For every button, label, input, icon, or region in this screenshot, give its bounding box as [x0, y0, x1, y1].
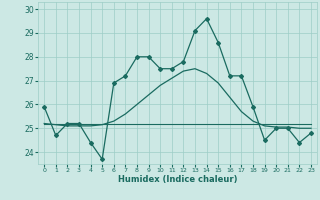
X-axis label: Humidex (Indice chaleur): Humidex (Indice chaleur) — [118, 175, 237, 184]
